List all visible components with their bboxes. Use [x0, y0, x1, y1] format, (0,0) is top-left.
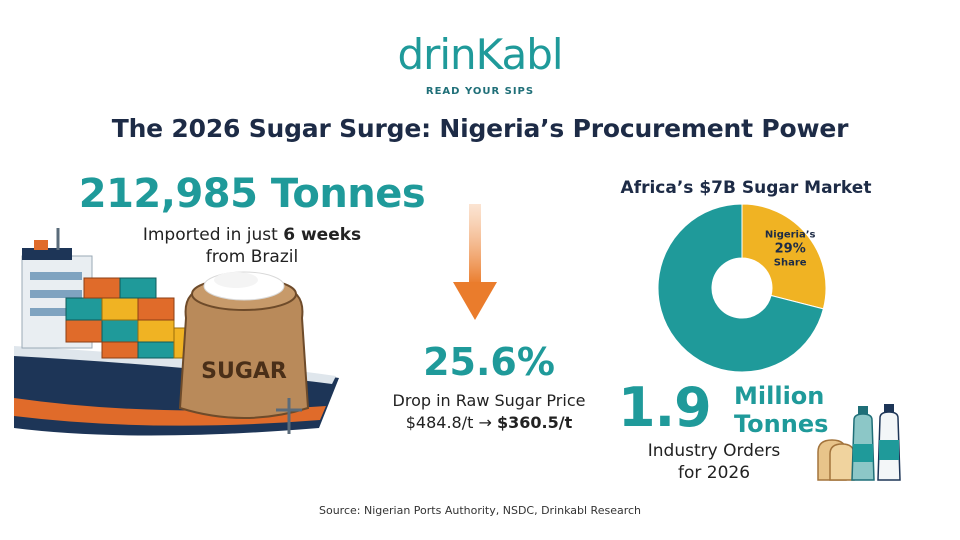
price-to: $360.5/t: [497, 413, 573, 432]
donut-label-line-3: Share: [774, 258, 807, 269]
orders-line2: for 2026: [677, 463, 751, 483]
infographic: drinKabl READ YOUR SIPS The 2026 Sugar S…: [14, 8, 946, 528]
source-note: Source: Nigerian Ports Authority, NSDC, …: [318, 504, 642, 517]
price-drop-line1: Drop in Raw Sugar Price: [392, 391, 586, 410]
market-share-donut-chart: Nigeria’s29%Share: [657, 203, 827, 373]
imports-value: 212,985 Tonnes: [78, 171, 426, 217]
orders-unit: Million Tonnes: [734, 382, 828, 438]
orders-line1: Industry Orders: [647, 441, 781, 461]
brand-logo: drinKabl: [14, 30, 946, 79]
sugar-sack-icon: SUGAR: [178, 271, 310, 419]
chart-title: Africa’s $7B Sugar Market: [620, 178, 872, 198]
donut-slice-1: [657, 203, 824, 373]
down-arrow-icon: [453, 204, 497, 320]
imports-line1-bold: 6 weeks: [283, 225, 362, 245]
orders-unit-line1: Million: [734, 382, 825, 410]
bread-and-bottles-icon: [817, 404, 901, 481]
cargo-ship-illustration: SUGAR: [14, 228, 339, 436]
imports-line1-prefix: Imported in just: [142, 225, 284, 245]
page-title: The 2026 Sugar Surge: Nigeria’s Procurem…: [111, 114, 849, 143]
price-drop-description: Drop in Raw Sugar Price $484.8/t → $360.…: [354, 390, 624, 434]
logo-text: drinKabl: [397, 30, 563, 79]
donut-label-line-2: 29%: [775, 242, 806, 257]
imports-line2: from Brazil: [205, 247, 299, 267]
price-from: $484.8/t: [405, 413, 474, 432]
brand-tagline: READ YOUR SIPS: [425, 86, 535, 97]
orders-description: Industry Orders for 2026: [614, 440, 814, 484]
sack-label: SUGAR: [201, 359, 287, 384]
imports-description: Imported in just 6 weeks from Brazil: [72, 224, 432, 268]
donut-label-line-1: Nigeria’s: [765, 230, 816, 241]
price-arrow: →: [478, 413, 492, 432]
price-drop-value: 25.6%: [423, 340, 555, 384]
orders-unit-line2: Tonnes: [734, 410, 829, 438]
orders-value: 1.9: [618, 376, 712, 439]
containers: [65, 277, 203, 359]
donut-slice-0: [741, 203, 827, 310]
